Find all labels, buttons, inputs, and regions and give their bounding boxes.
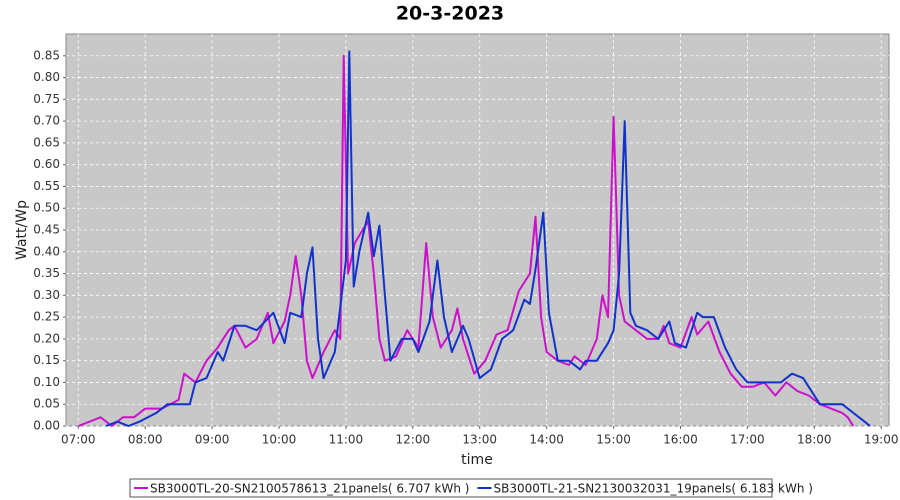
- y-tick-label: 0.70: [33, 114, 60, 128]
- y-tick-label: 0.55: [33, 179, 60, 193]
- y-axis-label: Watt/Wp: [14, 200, 30, 260]
- x-tick-label: 16:00: [663, 433, 698, 447]
- series-line: [105, 50, 871, 427]
- y-tick-label: 0.25: [33, 310, 60, 324]
- y-tick-label: 0.45: [33, 223, 60, 237]
- x-tick-label: 19:00: [864, 433, 899, 447]
- x-tick-label: 17:00: [730, 433, 765, 447]
- y-tick-label: 0.10: [33, 375, 60, 389]
- y-tick-label: 0.15: [33, 353, 60, 367]
- y-tick-label: 0.40: [33, 244, 60, 258]
- x-tick-label: 10:00: [262, 433, 297, 447]
- y-tick-label: 0.35: [33, 266, 60, 280]
- x-axis-label: time: [461, 452, 493, 468]
- series-line: [77, 54, 855, 427]
- x-tick-label: 09:00: [195, 433, 230, 447]
- legend-label: SB3000TL-21-SN2130032031_19panels( 6.183…: [493, 482, 812, 496]
- y-tick-label: 0.20: [33, 331, 60, 345]
- y-tick-label: 0.85: [33, 48, 60, 62]
- y-tick-label: 0.05: [33, 397, 60, 411]
- legend-label: SB3000TL-20-SN2100578613_21panels( 6.707…: [150, 482, 469, 496]
- x-tick-label: 07:00: [61, 433, 96, 447]
- x-tick-label: 15:00: [596, 433, 631, 447]
- x-tick-label: 18:00: [797, 433, 832, 447]
- y-tick-label: 0.30: [33, 288, 60, 302]
- chart-title: 20-3-2023: [396, 3, 504, 25]
- y-tick-label: 0.80: [33, 70, 60, 84]
- x-tick-label: 13:00: [462, 433, 497, 447]
- x-tick-label: 12:00: [396, 433, 431, 447]
- y-tick-label: 0.65: [33, 135, 60, 149]
- x-tick-label: 11:00: [329, 433, 364, 447]
- y-tick-label: 0.00: [33, 419, 60, 433]
- y-tick-label: 0.60: [33, 157, 60, 171]
- y-tick-label: 0.50: [33, 201, 60, 215]
- legend-box: [129, 478, 773, 498]
- x-tick-label: 14:00: [529, 433, 564, 447]
- y-tick-label: 0.75: [33, 92, 60, 106]
- x-tick-label: 08:00: [128, 433, 163, 447]
